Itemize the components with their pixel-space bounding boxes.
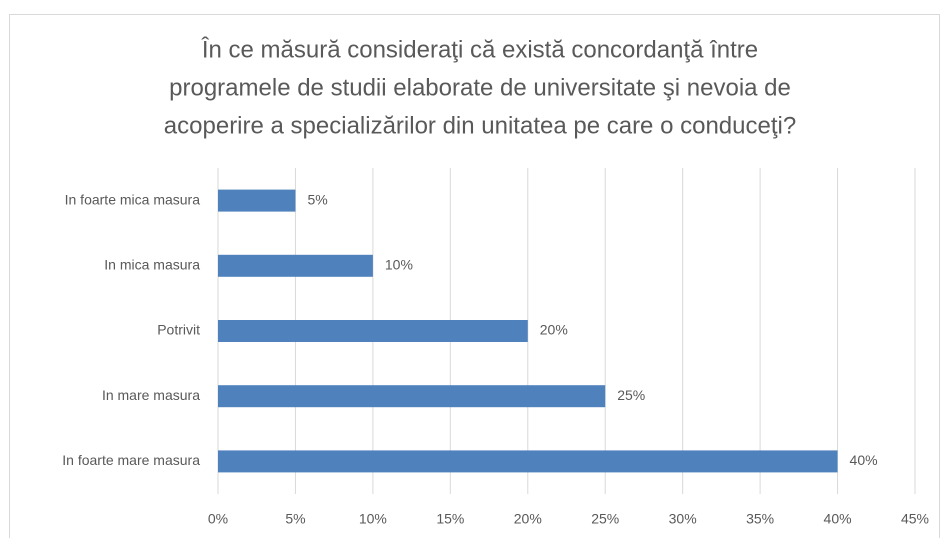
- chart-title: programele de studii elaborate de univer…: [169, 74, 791, 101]
- data-label: 40%: [850, 452, 878, 468]
- x-tick-label: 45%: [901, 511, 929, 527]
- y-tick-label: In mica masura: [104, 257, 200, 273]
- chart-title: acoperire a specializărilor din unitatea…: [164, 112, 796, 139]
- data-label: 5%: [307, 191, 327, 207]
- x-tick-label: 5%: [285, 511, 305, 527]
- y-tick-label: Potrivit: [157, 322, 200, 338]
- x-tick-label: 0%: [208, 511, 228, 527]
- x-tick-label: 20%: [514, 511, 542, 527]
- chart-border: [9, 14, 940, 538]
- x-tick-label: 25%: [591, 511, 619, 527]
- y-tick-label: In foarte mica masura: [65, 191, 201, 207]
- data-label: 20%: [540, 322, 568, 338]
- x-tick-label: 40%: [824, 511, 852, 527]
- bar: [218, 254, 373, 277]
- bar: [218, 189, 296, 212]
- x-tick-label: 15%: [436, 511, 464, 527]
- x-tick-label: 30%: [669, 511, 697, 527]
- y-tick-label: In foarte mare masura: [62, 452, 200, 468]
- y-tick-label: In mare masura: [102, 387, 200, 403]
- data-label: 10%: [385, 257, 413, 273]
- x-tick-label: 10%: [359, 511, 387, 527]
- bar: [218, 450, 838, 473]
- bar: [218, 320, 528, 342]
- bar: [218, 385, 606, 408]
- chart-title: În ce măsură consideraţi că există conco…: [201, 36, 758, 63]
- data-label: 25%: [617, 387, 645, 403]
- x-tick-label: 35%: [746, 511, 774, 527]
